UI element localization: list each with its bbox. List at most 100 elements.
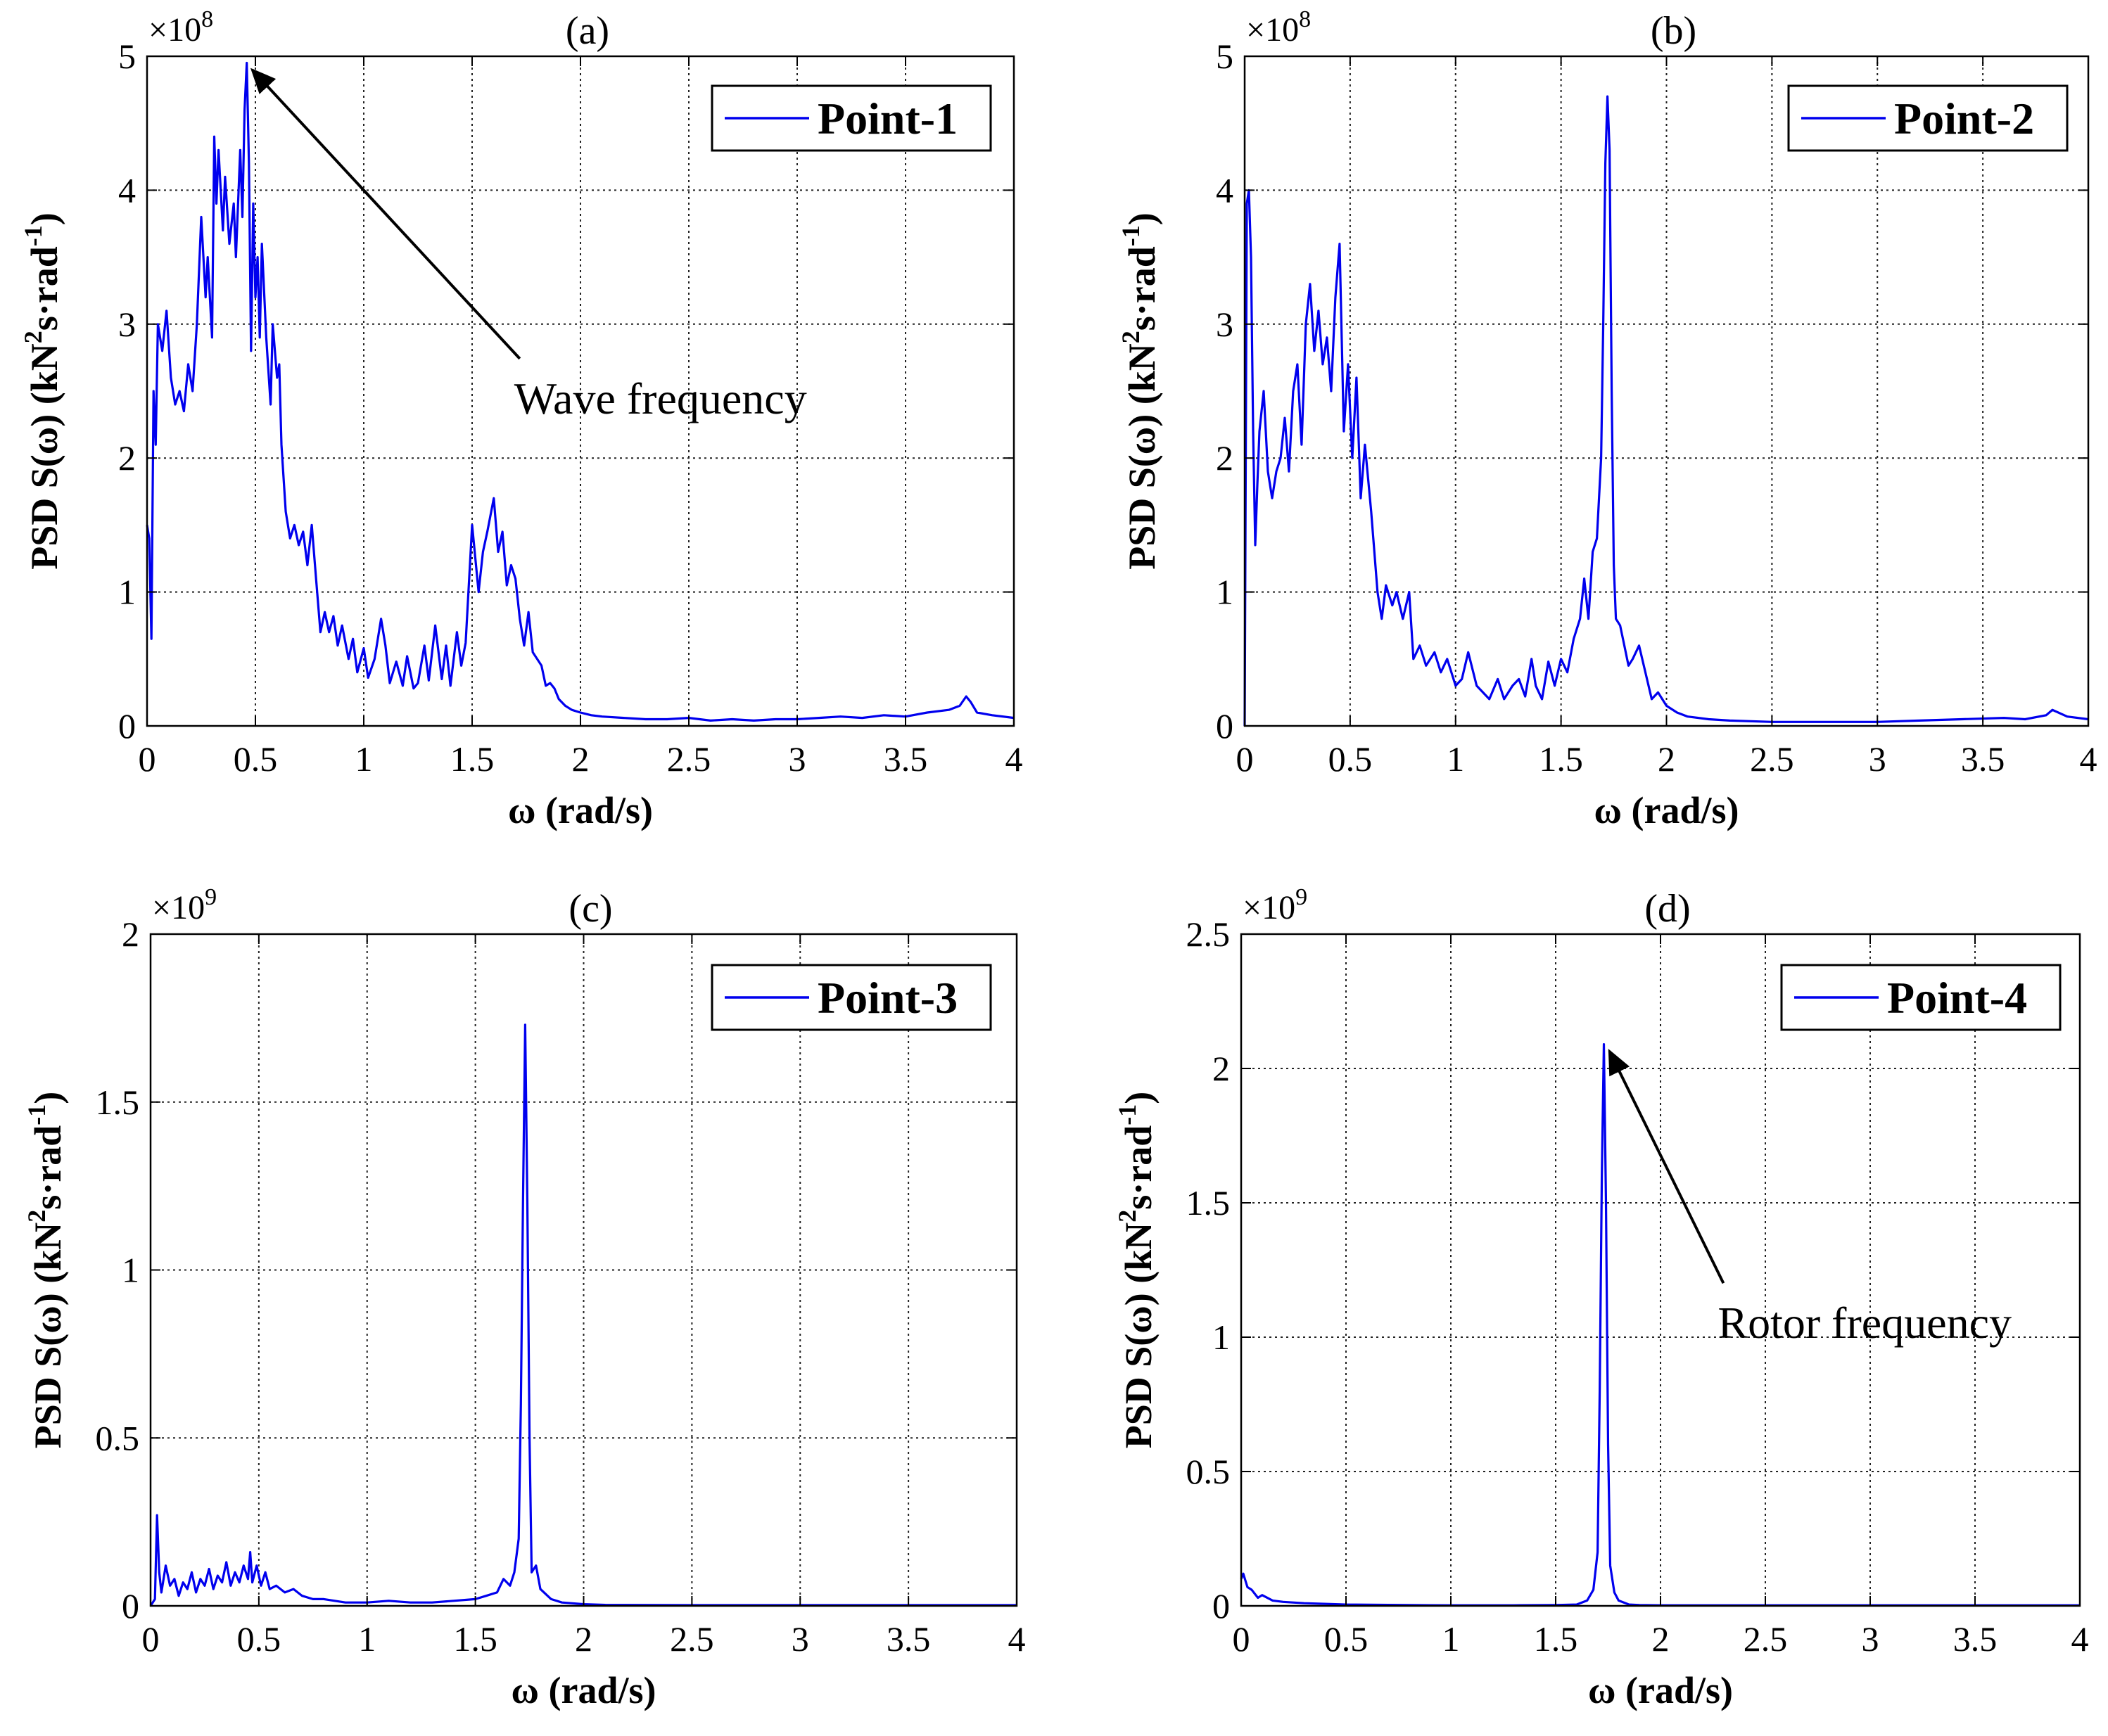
y-axis-label-part: -1 bbox=[1113, 1104, 1141, 1125]
y-tick-label: 0 bbox=[122, 1586, 139, 1626]
y-axis-label-part: -1 bbox=[1117, 225, 1145, 246]
legend-label: Point-1 bbox=[818, 94, 958, 143]
y-axis-label-part: PSD S(ω) (kN bbox=[27, 1223, 69, 1449]
panel-title: (a) bbox=[566, 9, 609, 53]
x-axis-label: ω (rad/s) bbox=[508, 789, 653, 831]
x-tick-label: 2 bbox=[1652, 1619, 1670, 1659]
panel-b: 0 0.5 1 1.5 2 2.5 3 3.5 4 0 1 2 3 4 5 (b) ×108 ω (rad/s) P… bbox=[1117, 6, 2097, 831]
y-axis-label-part: s·rad bbox=[1117, 1125, 1160, 1210]
x-tick-label: 4 bbox=[1008, 1619, 1026, 1659]
y-tick-label: 5 bbox=[118, 37, 136, 76]
exponent-label: ×108 bbox=[148, 6, 213, 49]
series-line-point-1 bbox=[146, 61, 1015, 722]
annotation-arrow bbox=[1608, 1049, 1725, 1284]
exponent-power: 9 bbox=[205, 884, 217, 910]
panel-title: (c) bbox=[569, 887, 612, 931]
x-tick-label: 2.5 bbox=[1750, 739, 1794, 779]
y-axis-label-part: s·rad bbox=[23, 246, 65, 331]
y-axis-label-part: -1 bbox=[23, 1104, 51, 1125]
x-tick-label: 3 bbox=[789, 739, 806, 779]
y-axis-label: PSD S(ω) (kN2s·rad-1) bbox=[1113, 1092, 1160, 1449]
x-tick-label: 2.5 bbox=[670, 1619, 714, 1659]
y-tick-label: 5 bbox=[1216, 37, 1233, 76]
x-tick-label: 2 bbox=[575, 1619, 592, 1659]
y-axis-label-part: s·rad bbox=[1121, 246, 1163, 331]
x-tick-label: 0 bbox=[142, 1619, 160, 1659]
exponent-base: ×10 bbox=[148, 11, 201, 49]
y-axis-label-part: 2 bbox=[23, 1210, 51, 1223]
x-tick-label: 1 bbox=[1442, 1619, 1460, 1659]
x-tick-label: 0 bbox=[139, 739, 156, 779]
y-tick-label: 3 bbox=[1216, 305, 1233, 344]
x-tick-label: 3 bbox=[792, 1619, 809, 1659]
x-tick-label: 3.5 bbox=[887, 1619, 931, 1659]
y-axis-label-part: PSD S(ω) (kN bbox=[1121, 343, 1163, 570]
y-axis-label-part: PSD S(ω) (kN bbox=[23, 343, 65, 570]
y-tick-label: 0 bbox=[1212, 1586, 1230, 1626]
y-tick-label: 0.5 bbox=[96, 1418, 140, 1457]
y-tick-label: 4 bbox=[1216, 170, 1233, 210]
x-tick-label: 4 bbox=[2080, 739, 2097, 779]
y-tick-label: 1 bbox=[1216, 573, 1233, 612]
y-tick-label: 0 bbox=[1216, 706, 1233, 746]
x-tick-label: 4 bbox=[2071, 1619, 2089, 1659]
y-axis-label-part: ) bbox=[1117, 1092, 1160, 1104]
x-tick-label: 0 bbox=[1233, 1619, 1250, 1659]
y-tick-label: 2 bbox=[1216, 438, 1233, 478]
x-tick-label: 2 bbox=[572, 739, 590, 779]
x-tick-label: 1 bbox=[358, 1619, 376, 1659]
y-axis-label: PSD S(ω) (kN2s·rad-1) bbox=[1117, 212, 1163, 570]
legend-label: Point-3 bbox=[818, 973, 958, 1023]
x-axis-label: ω (rad/s) bbox=[512, 1669, 656, 1711]
x-tick-label: 0.5 bbox=[1324, 1619, 1369, 1659]
x-tick-label: 3.5 bbox=[1961, 739, 2005, 779]
x-tick-label: 1.5 bbox=[453, 1619, 497, 1659]
y-axis-label-part: PSD S(ω) (kN bbox=[1117, 1223, 1160, 1449]
panel-title: (d) bbox=[1644, 887, 1690, 931]
y-axis-label-part: 2 bbox=[19, 331, 47, 343]
y-axis-label-part: s·rad bbox=[27, 1125, 69, 1210]
y-tick-label: 2 bbox=[118, 438, 136, 478]
exponent-base: ×10 bbox=[1243, 889, 1295, 926]
annotation-text: Wave frequency bbox=[514, 374, 807, 423]
y-tick-label: 2 bbox=[1212, 1049, 1230, 1088]
exponent-label: ×109 bbox=[152, 884, 217, 926]
x-tick-label: 0.5 bbox=[234, 739, 278, 779]
y-axis-label-part: ) bbox=[23, 212, 65, 225]
x-tick-label: 1.5 bbox=[1534, 1619, 1578, 1659]
y-axis-label-part: 2 bbox=[1117, 331, 1145, 343]
x-axis-label: ω (rad/s) bbox=[1594, 789, 1739, 831]
legend-label: Point-2 bbox=[1894, 94, 2034, 143]
exponent-label: ×108 bbox=[1246, 6, 1311, 49]
x-tick-label: 1 bbox=[355, 739, 373, 779]
series-line-point-2 bbox=[1243, 95, 2089, 727]
y-tick-label: 4 bbox=[118, 170, 136, 210]
x-tick-label: 0 bbox=[1236, 739, 1254, 779]
y-axis-label: PSD S(ω) (kN2s·rad-1) bbox=[19, 212, 65, 570]
exponent-label: ×109 bbox=[1243, 884, 1307, 926]
series-line-point-4 bbox=[1240, 1042, 2080, 1607]
annotation-arrow bbox=[250, 68, 521, 360]
panel-a: 0 0.5 1 1.5 2 2.5 3 3.5 4 0 1 2 3 4 5 (a) ×108 ω (rad/s) P… bbox=[19, 6, 1023, 831]
y-tick-label: 1 bbox=[122, 1251, 139, 1290]
x-tick-label: 3 bbox=[1862, 1619, 1879, 1659]
panel-c: 0 0.5 1 1.5 2 2.5 3 3.5 4 0 0.5 1 1.5 2 (c) ×109 ω (rad/… bbox=[23, 884, 1026, 1711]
y-tick-label: 3 bbox=[118, 305, 136, 344]
x-tick-label: 3.5 bbox=[1953, 1619, 1998, 1659]
y-axis-label: PSD S(ω) (kN2s·rad-1) bbox=[23, 1092, 69, 1449]
y-tick-label: 0.5 bbox=[1186, 1452, 1231, 1491]
series-line-point-3 bbox=[149, 1023, 1017, 1607]
x-tick-label: 3.5 bbox=[884, 739, 928, 779]
x-tick-label: 0.5 bbox=[1328, 739, 1373, 779]
y-axis-label-part: 2 bbox=[1113, 1210, 1141, 1223]
x-tick-label: 0.5 bbox=[237, 1619, 281, 1659]
x-tick-label: 3 bbox=[1869, 739, 1886, 779]
y-tick-label: 1 bbox=[1212, 1317, 1230, 1357]
x-tick-label: 2.5 bbox=[1744, 1619, 1788, 1659]
exponent-base: ×10 bbox=[152, 889, 205, 926]
exponent-power: 8 bbox=[201, 6, 213, 32]
exponent-power: 8 bbox=[1299, 6, 1311, 32]
y-axis-label-part: ) bbox=[1121, 212, 1163, 225]
